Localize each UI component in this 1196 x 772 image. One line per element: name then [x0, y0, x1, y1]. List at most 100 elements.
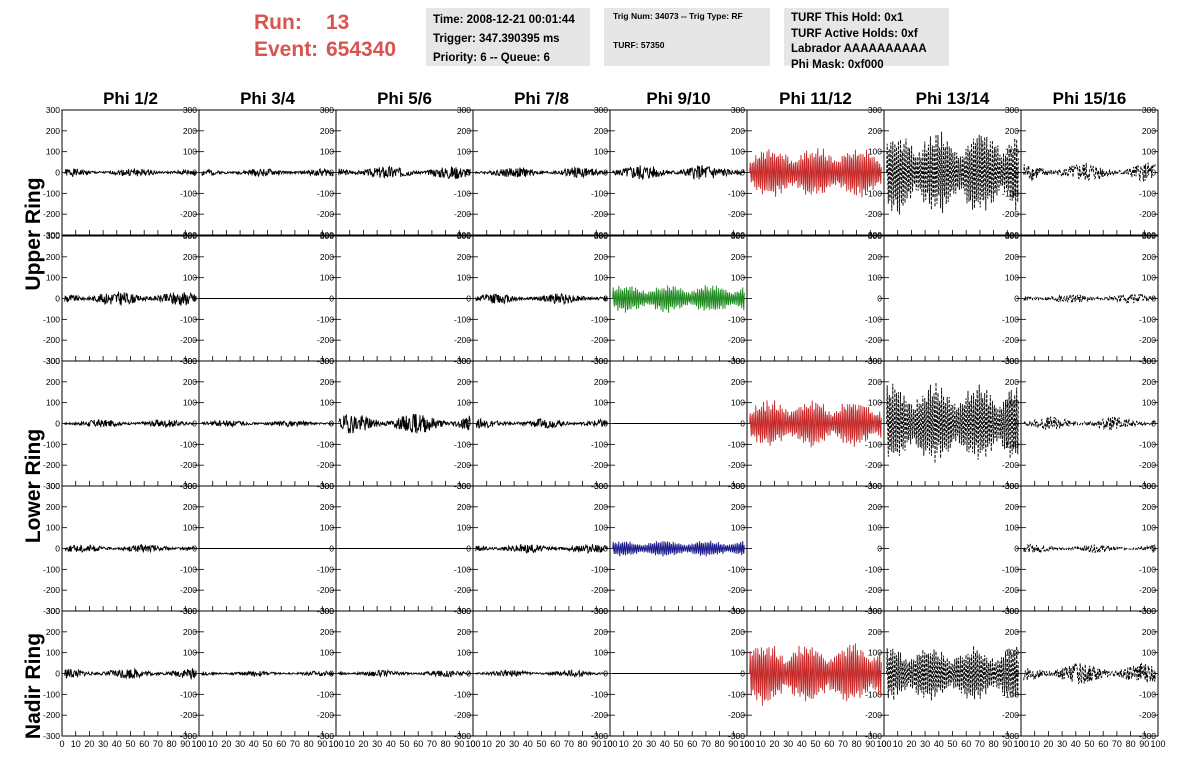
x-tick-label: 80 [989, 739, 999, 749]
y-tick-label: 200 [320, 126, 334, 136]
panel-frame [746, 485, 885, 612]
y-tick-label: -300 [865, 731, 882, 741]
trigger-info-box: Trig Num: 34073 -- Trig Type: RF TURF: 5… [604, 8, 770, 66]
x-tick-label: 20 [495, 739, 505, 749]
y-tick-label: -200 [180, 209, 197, 219]
x-tick-label: 90 [865, 739, 875, 749]
y-tick-label: 100 [457, 648, 471, 658]
y-tick-label: 200 [1005, 252, 1019, 262]
x-tick-label: 60 [961, 739, 971, 749]
x-tick-label: 20 [221, 739, 231, 749]
y-tick-label: 0 [55, 168, 60, 178]
y-tick-label: 300 [1005, 356, 1019, 366]
y-tick-label: 300 [320, 231, 334, 241]
x-tick-label: 10 [208, 739, 218, 749]
y-tick-label: 300 [183, 231, 197, 241]
x-tick-label: 100 [465, 739, 480, 749]
x-tick-label: 60 [824, 739, 834, 749]
y-tick-label: -100 [1002, 314, 1019, 324]
y-tick-label: 200 [46, 377, 60, 387]
x-tick-label: 10 [756, 739, 766, 749]
y-tick-label: -200 [728, 209, 745, 219]
y-tick-label: 200 [320, 502, 334, 512]
y-tick-label: -300 [454, 731, 471, 741]
y-tick-label: -100 [317, 314, 334, 324]
y-tick-label: 0 [1151, 419, 1156, 429]
x-tick-label: 0 [196, 739, 201, 749]
y-tick-label: 200 [731, 252, 745, 262]
y-tick-label: 300 [46, 481, 60, 491]
y-tick-label: -300 [317, 731, 334, 741]
x-tick-label: 100 [739, 739, 754, 749]
y-tick-label: 100 [457, 147, 471, 157]
y-tick-label: 200 [731, 627, 745, 637]
y-tick-label: 300 [594, 481, 608, 491]
y-tick-label: 200 [1142, 502, 1156, 512]
y-tick-label: 200 [457, 627, 471, 637]
y-tick-label: 100 [731, 648, 745, 658]
y-tick-label: -200 [591, 710, 608, 720]
waveform-trace [201, 167, 334, 178]
y-tick-label: -100 [454, 314, 471, 324]
waveform-trace [475, 669, 608, 678]
y-tick-label: 200 [731, 502, 745, 512]
y-tick-label: 200 [1142, 377, 1156, 387]
y-tick-label: 300 [868, 606, 882, 616]
column-header: Phi 7/8 [514, 89, 569, 108]
y-tick-label: 200 [731, 126, 745, 136]
x-tick-label: 40 [797, 739, 807, 749]
y-tick-label: -200 [865, 209, 882, 219]
x-tick-label: 20 [84, 739, 94, 749]
y-tick-label: 100 [1005, 147, 1019, 157]
y-tick-label: -100 [454, 188, 471, 198]
y-tick-label: 300 [46, 105, 60, 115]
y-tick-label: 200 [46, 627, 60, 637]
x-tick-label: 30 [783, 739, 793, 749]
x-tick-label: 20 [358, 739, 368, 749]
run-value: 13 [326, 11, 350, 34]
x-tick-label: 60 [139, 739, 149, 749]
x-tick-label: 30 [646, 739, 656, 749]
waveform-trace [475, 292, 608, 306]
y-tick-label: 200 [731, 377, 745, 387]
y-tick-label: 100 [320, 273, 334, 283]
y-tick-label: -100 [1139, 564, 1156, 574]
y-tick-label: 0 [55, 419, 60, 429]
y-tick-label: -200 [591, 460, 608, 470]
y-tick-label: -100 [43, 689, 60, 699]
y-tick-label: 100 [1142, 273, 1156, 283]
trigger-text: Trigger: 347.390395 ms [433, 33, 560, 45]
y-tick-label: -200 [1002, 335, 1019, 345]
y-tick-label: 200 [868, 252, 882, 262]
y-tick-label: -300 [1002, 230, 1019, 240]
waveform-trace [64, 291, 197, 306]
y-tick-label: 200 [183, 252, 197, 262]
y-tick-label: -200 [591, 209, 608, 219]
y-tick-label: 100 [731, 147, 745, 157]
waveform-trace [64, 667, 197, 681]
waveform-trace [886, 131, 1019, 215]
y-tick-label: 300 [1142, 231, 1156, 241]
y-tick-label: 100 [1005, 523, 1019, 533]
waveform-trace [749, 643, 882, 706]
y-tick-label: 300 [320, 356, 334, 366]
y-tick-label: -200 [43, 335, 60, 345]
y-tick-label: 300 [320, 481, 334, 491]
y-tick-label: -100 [454, 439, 471, 449]
x-tick-label: 40 [934, 739, 944, 749]
y-tick-label: -100 [865, 314, 882, 324]
y-tick-label: -100 [1139, 439, 1156, 449]
y-tick-label: -200 [317, 209, 334, 219]
y-tick-label: -300 [317, 230, 334, 240]
x-tick-label: 30 [1057, 739, 1067, 749]
y-tick-label: -200 [317, 710, 334, 720]
y-tick-label: -200 [1139, 585, 1156, 595]
y-tick-label: -300 [591, 731, 608, 741]
y-tick-label: 200 [320, 377, 334, 387]
y-tick-label: 300 [183, 356, 197, 366]
y-tick-label: 300 [320, 105, 334, 115]
y-tick-label: -100 [317, 439, 334, 449]
x-tick-label: 30 [920, 739, 930, 749]
y-tick-label: 100 [868, 648, 882, 658]
